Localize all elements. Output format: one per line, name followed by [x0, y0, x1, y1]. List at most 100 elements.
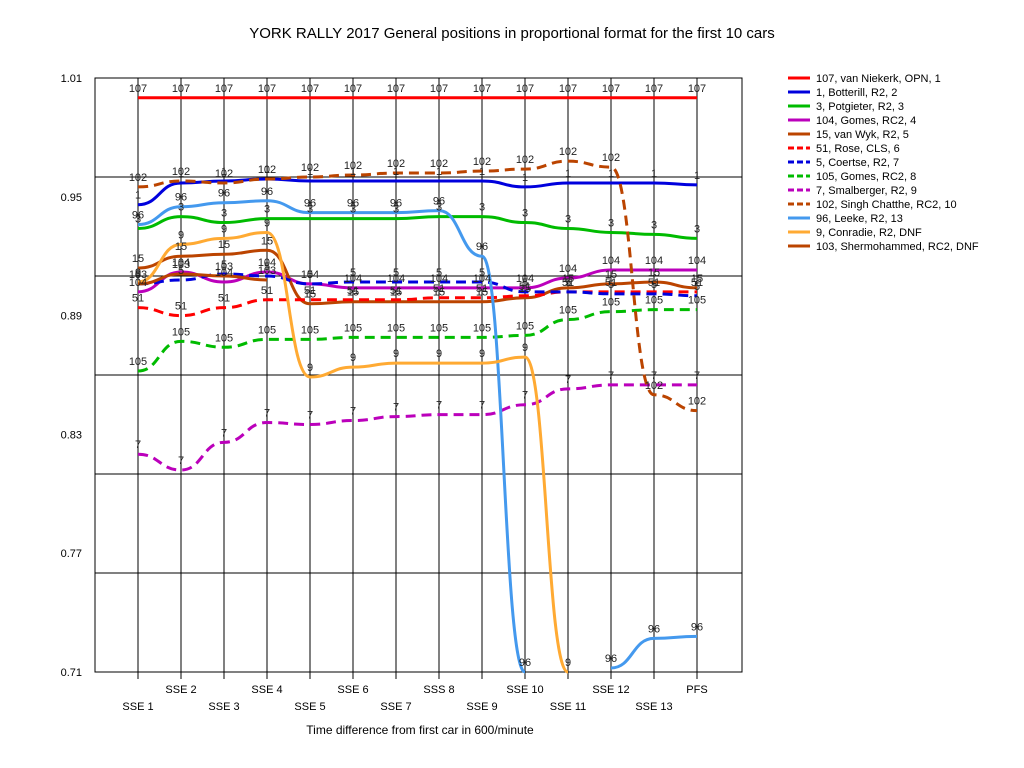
y-tick-label: 0.89 [61, 311, 82, 323]
legend: 107, van Niekerk, OPN, 1 1, Botterill, R2… [788, 73, 979, 253]
point-label: 96 [218, 188, 230, 200]
point-label: 102 [516, 154, 534, 166]
point-label: 104 [688, 255, 706, 267]
point-label: 96 [519, 657, 531, 669]
legend-entry: 51, Rose, CLS, 6 [816, 143, 900, 155]
point-label: 9 [307, 362, 313, 374]
point-label: 3 [221, 208, 227, 220]
point-label: 102 [559, 146, 577, 158]
series-line-9 [137, 159, 698, 413]
point-label: 105 [344, 322, 362, 334]
series-line-6 [137, 272, 698, 298]
point-label: 15 [175, 241, 187, 253]
point-label: 105 [516, 320, 534, 332]
point-label: 96 [132, 210, 144, 222]
point-label: 9 [565, 657, 571, 669]
point-label: 9 [135, 267, 141, 279]
chart-title: YORK RALLY 2017 General positions in pro… [249, 25, 775, 42]
y-tick-label: 0.77 [61, 548, 82, 560]
series-line-12 [137, 272, 268, 286]
point-label: 51 [261, 285, 273, 297]
point-label: 3 [135, 213, 141, 225]
point-label: 7 [135, 439, 141, 451]
point-label: 96 [304, 198, 316, 210]
x-tick-label: SSE 12 [592, 684, 629, 696]
legend-entry: 96, Leeke, R2, 13 [816, 213, 903, 225]
point-label: 15 [218, 239, 230, 251]
point-label: 107 [129, 83, 147, 95]
point-label: 7 [221, 427, 227, 439]
point-label: 9 [264, 217, 270, 229]
point-label: 1 [393, 166, 399, 178]
point-label: 105 [645, 295, 663, 307]
point-label: 51 [218, 293, 230, 305]
point-label: 3 [651, 219, 657, 231]
point-label: 7 [565, 374, 571, 386]
point-label: 7 [694, 370, 700, 382]
point-label: 3 [565, 213, 571, 225]
point-label: 5 [307, 269, 313, 281]
point-label: 1 [135, 190, 141, 202]
point-label: 102 [645, 380, 663, 392]
point-label: 15 [476, 287, 488, 299]
point-label: 3 [350, 204, 356, 216]
point-label: 5 [393, 267, 399, 279]
point-label: 107 [344, 83, 362, 95]
point-labels: 107 107 107 107 107 107 107 107 107 107 107 107 107 1… [129, 83, 706, 669]
point-label: 104 [473, 273, 491, 285]
point-label: 3 [393, 204, 399, 216]
x-tick-label: SSE 6 [337, 684, 368, 696]
point-label: 1 [522, 172, 528, 184]
point-label: 5 [479, 267, 485, 279]
point-label: 105 [172, 326, 190, 338]
point-label: 104 [430, 273, 448, 285]
point-label: 105 [215, 332, 233, 344]
point-label: 3 [436, 202, 442, 214]
point-label: 15 [519, 283, 531, 295]
point-label: 104 [172, 257, 190, 269]
point-label: 102 [129, 172, 147, 184]
x-tick-label: SSE 7 [380, 701, 411, 713]
point-label: 5 [264, 261, 270, 273]
x-tick-label: SSE 1 [122, 701, 153, 713]
point-label: 9 [479, 348, 485, 360]
point-label: 15 [261, 235, 273, 247]
point-label: 96 [605, 653, 617, 665]
point-label: 104 [344, 273, 362, 285]
point-label: 51 [433, 283, 445, 295]
point-label: 1 [479, 166, 485, 178]
point-label: 51 [519, 281, 531, 293]
point-label: 107 [559, 83, 577, 95]
point-label: 104 [301, 269, 319, 281]
point-label: 7 [393, 402, 399, 414]
point-label: 102 [602, 152, 620, 164]
point-label: 9 [393, 348, 399, 360]
point-label: 51 [132, 293, 144, 305]
point-label: 105 [473, 322, 491, 334]
point-label: 9 [350, 352, 356, 364]
x-tick-label: SSE 10 [506, 684, 543, 696]
point-label: 105 [602, 297, 620, 309]
plot-area [94, 77, 743, 679]
point-label: 7 [479, 400, 485, 412]
point-label: 9 [522, 342, 528, 354]
point-label: 104 [516, 273, 534, 285]
point-label: 15 [605, 269, 617, 281]
x-tick-label: SSE 5 [294, 701, 325, 713]
x-tick-label: SSE 4 [251, 684, 282, 696]
point-label: 1 [350, 166, 356, 178]
point-label: 15 [304, 289, 316, 301]
point-label: 5 [522, 277, 528, 289]
point-label: 102 [215, 168, 233, 180]
x-tick-label: SSE 11 [550, 701, 587, 713]
point-label: 51 [175, 301, 187, 313]
point-label: 104 [215, 267, 233, 279]
point-label: 104 [559, 263, 577, 275]
point-label: 102 [301, 162, 319, 174]
axis-labels: 1.01 0.95 0.89 0.83 0.77 0.71 SSE 1 SSE 2 SSE 3 S… [61, 73, 708, 713]
x-tick-label: SSE 13 [635, 701, 672, 713]
point-label: 51 [648, 277, 660, 289]
point-label: 51 [304, 285, 316, 297]
point-label: 3 [479, 202, 485, 214]
